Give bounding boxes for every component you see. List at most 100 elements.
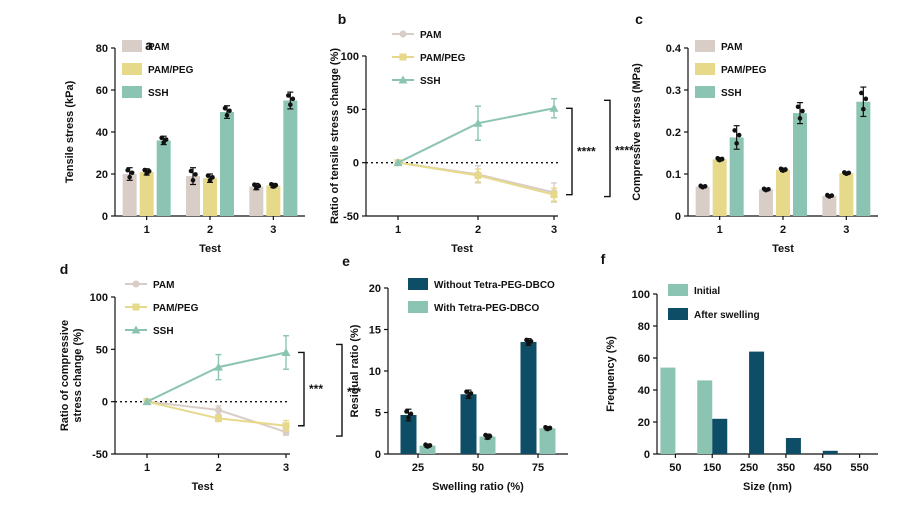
data-point <box>702 184 708 189</box>
legend-label: PAM <box>420 30 441 41</box>
bar <box>400 414 417 454</box>
data-point <box>487 433 493 439</box>
legend-label: PAM/PEG <box>721 65 767 76</box>
data-point <box>547 425 553 431</box>
data-point <box>129 170 135 176</box>
legend-label: SSH <box>420 76 441 87</box>
significance-bracket <box>336 343 343 437</box>
data-point <box>393 158 403 167</box>
data-point <box>734 141 739 146</box>
data-point <box>408 411 414 417</box>
bar <box>822 450 838 454</box>
y-tick-label: 0.1 <box>666 169 681 181</box>
y-tick-label: 0.4 <box>666 43 682 55</box>
data-point <box>282 422 290 430</box>
bar <box>695 186 710 216</box>
significance-label: **** <box>615 143 634 157</box>
data-point <box>427 443 433 448</box>
bar <box>712 418 728 454</box>
data-point <box>795 104 801 110</box>
data-point <box>464 389 469 395</box>
data-point <box>142 397 152 406</box>
data-point <box>125 167 130 173</box>
y-tick-label: 40 <box>638 385 650 397</box>
x-tick-label: 550 <box>850 462 868 474</box>
legend-marker <box>131 325 141 334</box>
data-point <box>406 415 411 421</box>
bar <box>156 140 171 216</box>
legend-label: PAM/PEG <box>420 53 466 64</box>
x-tick-label: 350 <box>777 462 795 474</box>
bar <box>249 186 264 216</box>
data-point <box>159 135 164 141</box>
panel-label: e <box>342 253 350 269</box>
data-point <box>797 116 803 121</box>
y-tick-label: 20 <box>638 417 650 429</box>
x-tick-label: 50 <box>669 462 681 474</box>
data-point <box>256 183 262 189</box>
y-tick-label: -50 <box>343 211 359 223</box>
x-axis-title: Swelling ratio (%) <box>432 481 524 493</box>
bar <box>785 438 801 454</box>
y-axis-title: Residual ratio (%) <box>349 324 361 417</box>
legend-swatch <box>408 278 428 290</box>
data-point <box>193 172 198 177</box>
x-tick-label: 1 <box>144 462 150 474</box>
y-tick-label: 60 <box>638 353 650 365</box>
legend-label: Without Tetra-PEG-DBCO <box>434 280 555 291</box>
legend-swatch <box>668 308 688 320</box>
legend-swatch <box>408 301 428 313</box>
bar <box>419 445 436 454</box>
data-point <box>800 108 805 114</box>
legend-swatch <box>695 86 715 98</box>
y-tick-label: 80 <box>638 321 650 333</box>
bar <box>203 178 217 216</box>
y-axis-title: stress change (%) <box>72 328 84 422</box>
data-point <box>549 103 559 112</box>
significance-bracket <box>604 99 611 198</box>
legend-label: PAM/PEG <box>153 303 199 314</box>
legend-label: After swelling <box>694 310 760 321</box>
data-point <box>252 182 257 188</box>
legend-swatch <box>122 86 142 98</box>
bar <box>759 189 773 216</box>
data-point <box>528 338 534 344</box>
y-tick-label: 5 <box>375 408 381 420</box>
x-tick-label: 2 <box>780 224 786 236</box>
x-axis-title: Size (nm) <box>743 481 792 493</box>
legend-swatch <box>122 40 142 52</box>
data-point <box>214 362 223 371</box>
legend-marker <box>132 303 140 311</box>
data-point <box>783 167 788 172</box>
panel-label: f <box>601 251 606 267</box>
bar <box>749 351 765 454</box>
x-tick-label: 150 <box>703 462 721 474</box>
bar <box>793 113 807 216</box>
bar <box>697 380 713 454</box>
x-tick-label: 250 <box>740 462 758 474</box>
x-tick-label: 3 <box>283 462 289 474</box>
series-line <box>146 351 287 403</box>
y-tick-label: 50 <box>347 104 359 116</box>
y-tick-label: 15 <box>369 325 381 337</box>
data-point <box>163 137 169 142</box>
data-point <box>719 156 725 162</box>
data-point <box>190 178 196 183</box>
legend-swatch <box>668 284 688 296</box>
legend-label: PAM <box>148 42 169 53</box>
data-point <box>736 132 742 138</box>
legend-marker <box>399 53 407 61</box>
y-tick-label: 0.2 <box>666 127 681 139</box>
y-tick-label: -50 <box>92 449 108 461</box>
bar <box>479 436 496 454</box>
bar <box>712 159 727 216</box>
x-tick-label: 3 <box>551 224 557 236</box>
data-point <box>282 428 290 436</box>
significance-bracket <box>298 351 305 427</box>
data-point <box>286 93 291 98</box>
y-tick-label: 100 <box>632 289 650 301</box>
data-point <box>863 96 869 102</box>
y-tick-label: 0 <box>644 449 650 461</box>
legend-marker <box>132 280 140 288</box>
x-tick-label: 50 <box>472 462 484 474</box>
